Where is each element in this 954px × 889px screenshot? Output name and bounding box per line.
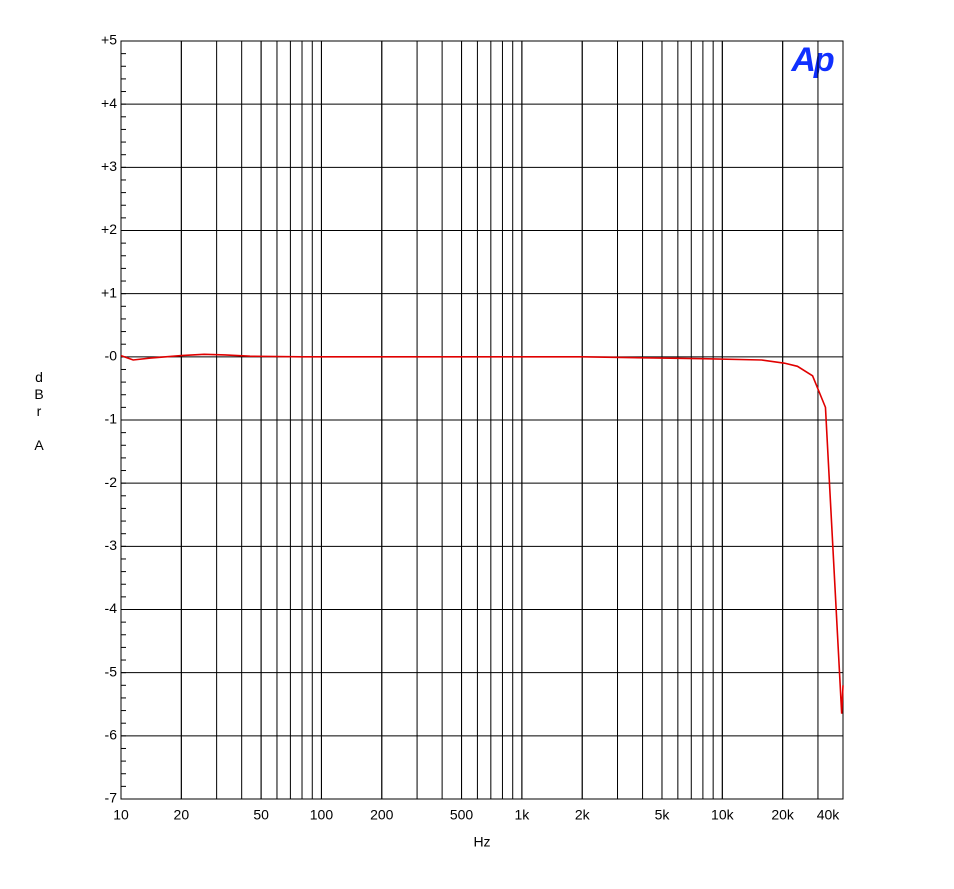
y-tick-label: -7 [105,790,118,806]
y-tick-label: -3 [105,537,118,553]
x-tick-label: 40k [817,807,841,823]
y-tick-label: +5 [101,32,117,48]
y-tick-label: -4 [105,600,118,616]
x-axis-label: Hz [473,834,490,850]
x-tick-label: 5k [655,807,671,823]
x-tick-label: 10 [113,807,129,823]
y-tick-label: -1 [105,411,118,427]
y-tick-label: +2 [101,221,117,237]
y-tick-label: -5 [105,663,118,679]
series-line [120,353,844,714]
y-tick-label: +3 [101,158,117,174]
y-tick-label: +4 [101,95,117,111]
x-tick-label: 200 [370,807,394,823]
x-tick-label: 50 [253,807,269,823]
x-tick-label: 20 [174,807,190,823]
x-tick-label: 500 [450,807,474,823]
x-tick-label: 10k [711,807,735,823]
x-tick-label: 100 [310,807,334,823]
plot-border [120,40,844,800]
x-tick-label: 2k [575,807,591,823]
y-tick-label: +1 [101,284,117,300]
logo: Ap [790,41,834,79]
y-tick-label: -0 [105,348,118,364]
x-tick-label: 1k [514,807,530,823]
x-tick-label: 20k [771,807,795,823]
y-tick-label: -2 [105,474,118,490]
y-tick-label: -6 [105,727,118,743]
